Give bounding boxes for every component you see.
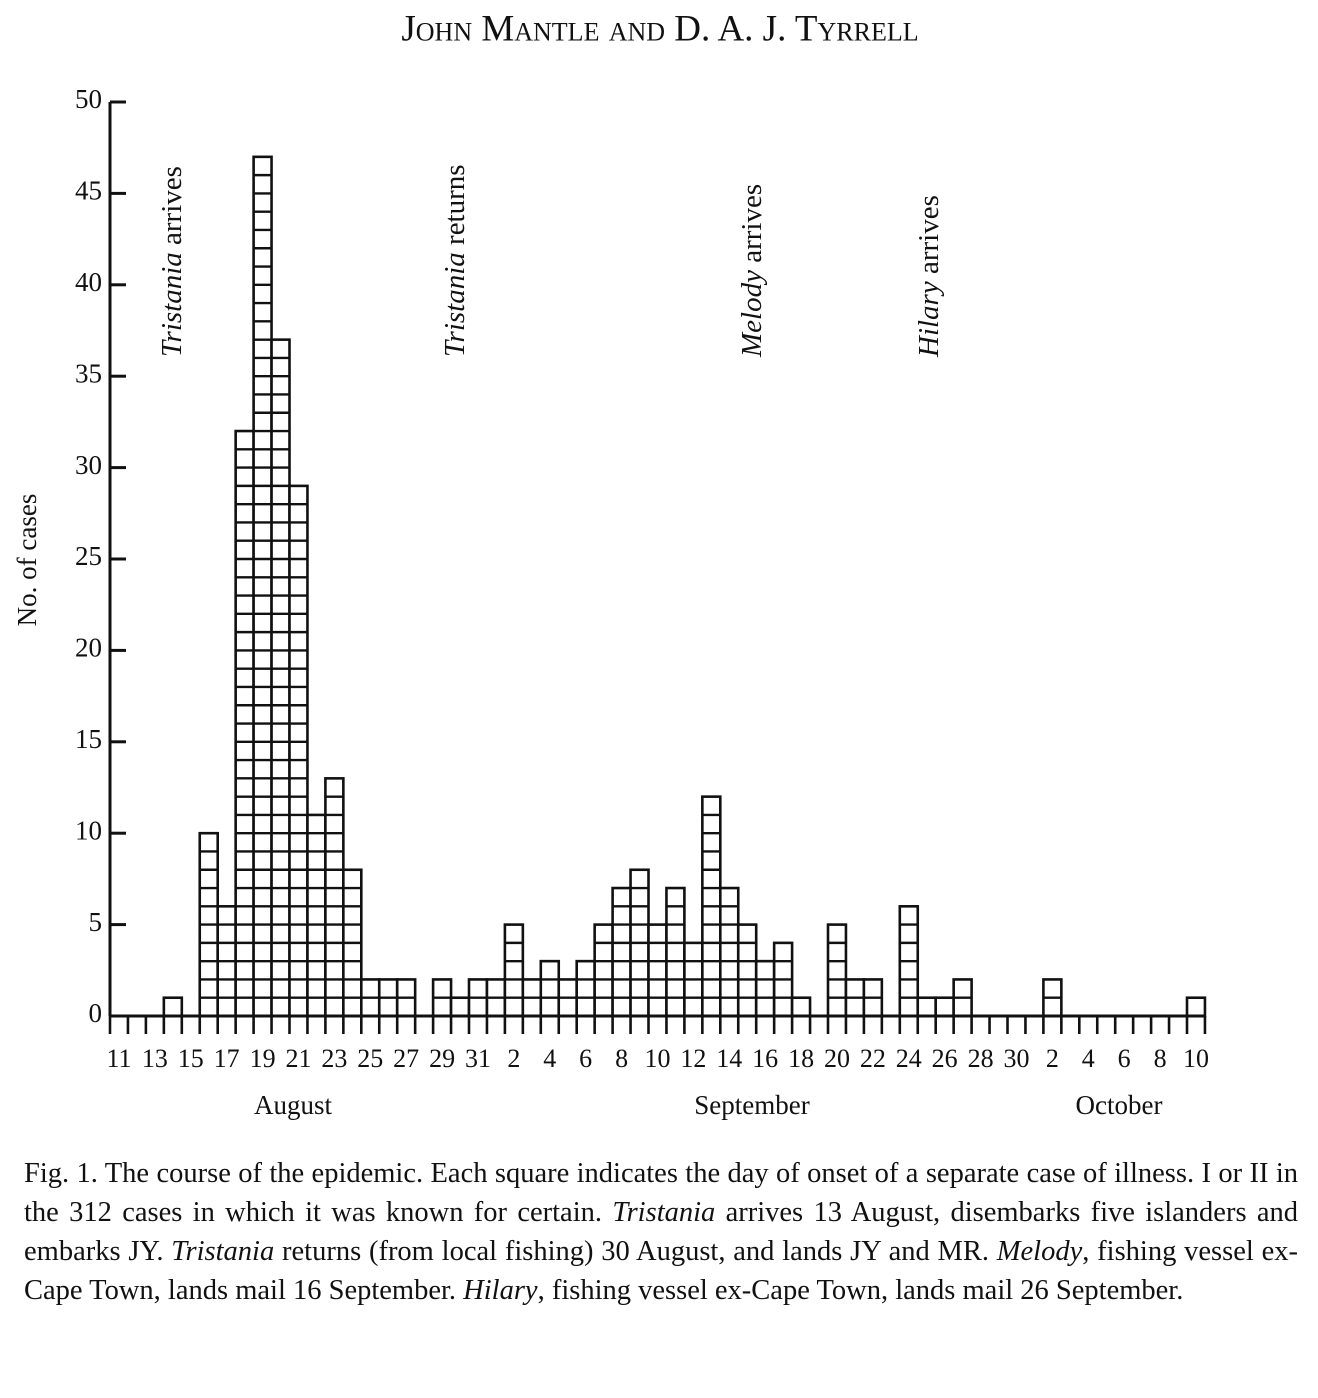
x-tick-label: 29: [429, 1044, 455, 1073]
bar: [754, 959, 776, 1018]
event-name: returns: [439, 164, 471, 245]
x-tick-label: 24: [896, 1044, 922, 1073]
y-axis-label: No. of cases: [12, 494, 42, 627]
event-space: [913, 274, 945, 281]
y-tick-label: 10: [75, 815, 102, 845]
x-tick-label: 26: [932, 1044, 958, 1073]
event-space: [156, 245, 188, 252]
caption-text: Hilary: [463, 1275, 538, 1306]
event-annotation: Hilary arrives: [913, 195, 945, 358]
x-tick-label: 31: [465, 1044, 491, 1073]
bar: [790, 996, 812, 1018]
caption-text: arrives 13 August, disembarks five islan…: [24, 1197, 1299, 1267]
x-tick-label: 19: [250, 1044, 276, 1073]
x-tick-label: 10: [1183, 1044, 1209, 1073]
event-name: arrives: [156, 166, 188, 245]
y-tick-label: 25: [75, 541, 102, 571]
ship-name: Tristania: [439, 252, 471, 357]
figure-caption: Fig. 1. The course of the epidemic. Each…: [24, 1154, 1298, 1310]
x-tick-label: 14: [716, 1044, 742, 1073]
ship-name: Melody: [736, 270, 768, 358]
ship-name: Tristania: [156, 252, 188, 357]
month-label: October: [1076, 1090, 1163, 1120]
y-tick-label: 15: [75, 724, 102, 754]
event-name: arrives: [913, 195, 945, 274]
event-space: [736, 263, 768, 270]
x-tick-label: 4: [1082, 1044, 1095, 1073]
x-tick-label: 2: [507, 1044, 520, 1073]
bar: [916, 996, 938, 1018]
x-tick-label: 16: [752, 1044, 778, 1073]
x-tick-label: 30: [1003, 1044, 1029, 1073]
x-tick-label: 27: [393, 1044, 419, 1073]
bar: [449, 996, 471, 1018]
bar: [539, 959, 561, 1018]
x-tick-label: 15: [178, 1044, 204, 1073]
y-tick-label: 45: [75, 176, 102, 206]
bar: [306, 813, 327, 1018]
month-label: August: [254, 1090, 333, 1120]
x-tick-label: 4: [543, 1044, 556, 1073]
bar: [288, 484, 309, 1018]
bar: [934, 996, 955, 1018]
x-tick-label: 28: [968, 1044, 994, 1073]
event-annotation: Melody arrives: [736, 184, 768, 358]
bar: [162, 996, 184, 1018]
x-tick-label: 8: [1154, 1044, 1167, 1073]
x-tick-label: 12: [680, 1044, 706, 1073]
event-annotation: Tristania returns: [439, 164, 471, 357]
page-header: John Mantle and D. A. J. Tyrrell: [401, 8, 918, 49]
x-tick-label: 8: [615, 1044, 628, 1073]
x-tick-label: 2: [1046, 1044, 1059, 1073]
x-tick-label: 10: [644, 1044, 670, 1073]
y-tick-label: 40: [75, 267, 102, 297]
month-label: September: [694, 1090, 809, 1120]
x-tick-label: 20: [824, 1044, 850, 1073]
event-annotation: Tristania arrives: [156, 166, 188, 357]
y-tick-label: 30: [75, 450, 102, 480]
bar: [575, 959, 596, 1018]
x-tick-label: 21: [285, 1044, 311, 1073]
x-tick-label: 13: [142, 1044, 168, 1073]
x-tick-label: 6: [579, 1044, 592, 1073]
bar: [503, 923, 525, 1018]
caption-text: , fishing vessel ex-Cape Town, lands mai…: [537, 1275, 1184, 1306]
bar: [270, 338, 291, 1018]
bar: [647, 923, 668, 1018]
event-space: [439, 245, 471, 252]
chart: John Mantle and D. A. J. Tyrrell No. of …: [12, 8, 1209, 1120]
x-tick-label: 6: [1118, 1044, 1131, 1073]
bar: [826, 923, 848, 1018]
y-tick-label: 50: [75, 84, 102, 114]
caption-text: Melody: [996, 1236, 1083, 1267]
event-name: arrives: [736, 184, 768, 263]
caption-text: returns (from local fishing) 30 August, …: [274, 1236, 997, 1267]
bar: [593, 923, 614, 1018]
y-tick-label: 0: [89, 998, 103, 1028]
x-tick-label: 17: [214, 1044, 240, 1073]
y-tick-label: 35: [75, 358, 102, 388]
x-tick-label: 11: [106, 1044, 131, 1073]
caption-text: , fishing vessel ex-Cape Town, lands mai…: [24, 1236, 1298, 1306]
x-tick-label: 18: [788, 1044, 814, 1073]
caption-text: Tristania: [612, 1197, 716, 1228]
x-tick-label: 23: [321, 1044, 347, 1073]
y-tick-label: 20: [75, 633, 102, 663]
x-tick-label: 25: [357, 1044, 383, 1073]
ship-name: Hilary: [913, 281, 945, 358]
bar: [736, 923, 758, 1018]
y-tick-label: 5: [89, 907, 103, 937]
caption-text: Fig. 1. The course of the epidemic. Each…: [24, 1158, 1298, 1228]
bar: [1185, 996, 1207, 1018]
x-tick-label: 22: [860, 1044, 886, 1073]
caption-text: Tristania: [171, 1236, 275, 1267]
